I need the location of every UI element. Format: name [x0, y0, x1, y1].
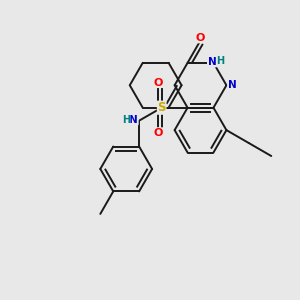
Text: H: H [216, 56, 224, 66]
Text: O: O [196, 33, 205, 43]
Text: O: O [154, 77, 163, 88]
Text: N: N [208, 57, 216, 67]
Text: S: S [158, 101, 166, 114]
Text: H: H [122, 115, 130, 125]
Text: O: O [154, 128, 163, 138]
Text: N: N [129, 115, 138, 125]
Text: N: N [228, 80, 236, 90]
